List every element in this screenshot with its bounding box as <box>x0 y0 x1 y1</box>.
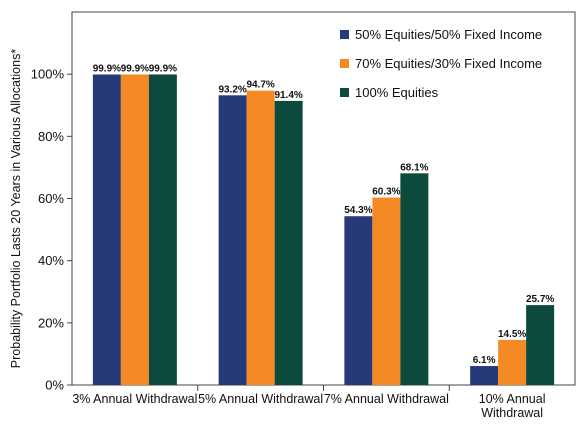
x-category-label-line: 10% Annual <box>479 392 546 406</box>
bar <box>498 339 527 385</box>
bar <box>470 366 499 385</box>
x-category-label-line: 3% Annual Withdrawal <box>72 392 197 406</box>
y-tick-label: 40% <box>38 253 64 268</box>
x-category-label-line: Withdrawal <box>481 406 543 420</box>
bar <box>344 216 373 385</box>
bar <box>526 305 555 385</box>
data-label: 99.9% <box>149 63 177 74</box>
bar <box>92 74 121 385</box>
data-label: 93.2% <box>218 84 246 95</box>
bar <box>400 173 429 385</box>
legend-label: 70% Equities/30% Fixed Income <box>355 56 542 71</box>
bar <box>148 74 177 385</box>
bar <box>372 197 401 385</box>
data-label: 6.1% <box>473 355 496 366</box>
x-category-label: 7% Annual Withdrawal <box>324 392 449 406</box>
y-tick-label: 100% <box>31 67 65 82</box>
data-label: 99.9% <box>121 63 149 74</box>
data-label: 60.3% <box>372 187 400 198</box>
x-category-label: 10% Annual Withdrawal <box>479 392 546 420</box>
x-category-label-line: 7% Annual Withdrawal <box>324 392 449 406</box>
y-tick-label: 60% <box>38 191 64 206</box>
data-label: 91.4% <box>274 90 302 101</box>
data-label: 54.3% <box>344 205 372 216</box>
bar <box>274 100 303 386</box>
bar <box>218 95 247 385</box>
x-category-label-line: 5% Annual Withdrawal <box>198 392 323 406</box>
legend-swatch <box>340 59 349 68</box>
bar <box>120 74 149 385</box>
y-tick-label: 0% <box>45 378 64 393</box>
data-label: 14.5% <box>498 329 526 340</box>
x-category-label: 3% Annual Withdrawal <box>72 392 197 406</box>
x-category-label: 5% Annual Withdrawal <box>198 392 323 406</box>
plot-area: 0% 20% 40% 60% 80% 100% Probability Portfolio … <box>9 11 576 420</box>
y-axis-label: Probability Portfolio Lasts 20 Years in … <box>9 49 23 369</box>
legend-label: 50% Equities/50% Fixed Income <box>355 27 542 42</box>
data-label: 25.7% <box>526 294 554 305</box>
y-tick-label: 80% <box>38 129 64 144</box>
legend-label: 100% Equities <box>355 85 439 100</box>
y-tick-label: 20% <box>38 315 64 330</box>
legend-swatch <box>340 88 349 97</box>
data-label: 94.7% <box>246 80 274 91</box>
data-label: 68.1% <box>400 162 428 173</box>
bar <box>246 90 275 385</box>
data-label: 99.9% <box>93 63 121 74</box>
legend-swatch <box>340 30 349 39</box>
